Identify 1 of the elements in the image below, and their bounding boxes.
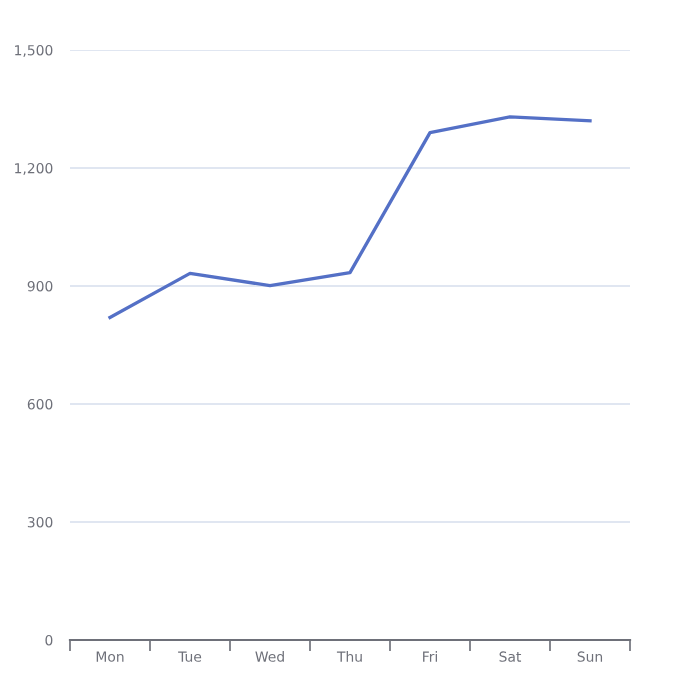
- line-series: [108, 115, 592, 320]
